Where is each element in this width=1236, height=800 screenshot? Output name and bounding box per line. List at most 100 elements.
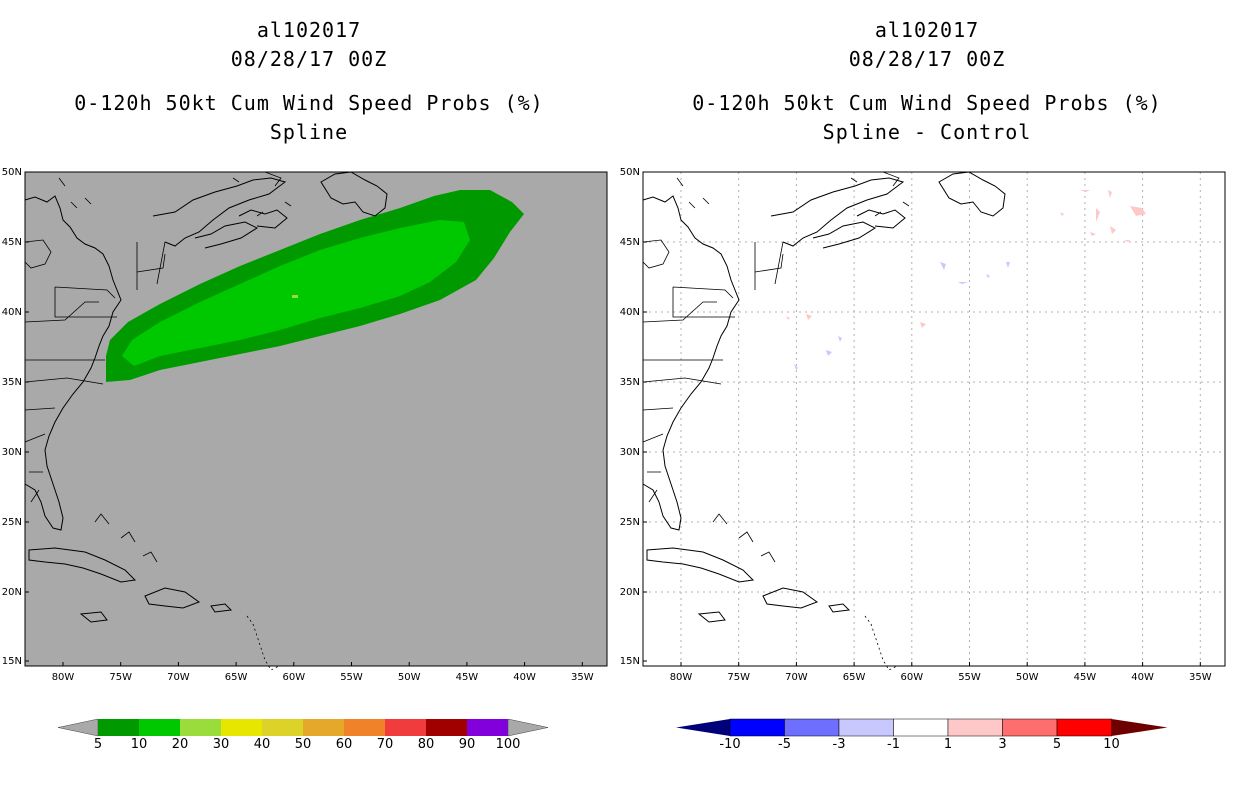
lat-label: 25N [620,517,640,528]
lon-label: 35W [571,672,594,683]
lat-label: 15N [620,656,640,667]
colorbar-swatch [385,719,426,736]
lat-label: 35N [2,377,22,388]
colorbar-swatch [893,718,949,737]
lat-label: 30N [620,447,640,458]
colorbar-swatch [344,719,385,736]
prob-swath-inner [122,220,470,366]
colorbar-swatch [1002,718,1058,737]
prob-swath-spot [292,295,298,298]
colorbar-label: 10 [131,737,148,752]
lat-label: 45N [2,237,22,248]
colorbar-label: 80 [418,737,435,752]
lon-label: 60W [900,672,923,683]
left-storm-id: al102017 [256,18,362,42]
diff-negative-blobs [794,262,1010,370]
colorbar-swatch [784,718,840,737]
left-map-frame [24,171,608,667]
colorbar-label: 90 [459,737,476,752]
left-lon-labels: 80W 75W 70W 65W 60W 55W 50W 45W 40W 35W [52,662,594,683]
colorbar-high-arrow [1111,719,1168,736]
lat-label: 20N [2,587,22,598]
lat-label: 15N [2,656,22,667]
lat-label: 30N [2,447,22,458]
lon-label: 55W [340,672,363,683]
colorbar-swatch [262,719,303,736]
right-map-background [643,172,1225,666]
lat-label: 20N [620,587,640,598]
colorbar-label: 5 [1053,737,1061,752]
lon-label: 80W [52,672,75,683]
right-storm-id: al102017 [874,18,980,42]
colorbar-swatch [139,719,180,736]
lon-label: 75W [109,672,132,683]
lat-label: 40N [620,307,640,318]
right-datetime: 08/28/17 00Z [848,47,1006,71]
diff-positive-blobs [786,190,1146,328]
colorbar-high-arrow [507,718,549,737]
colorbar-label: 70 [377,737,394,752]
colorbar-swatch [221,719,262,736]
colorbar-swatch [838,718,894,737]
colorbar-label: 3 [998,737,1006,752]
left-datetime: 08/28/17 00Z [230,47,388,71]
right-subtitle: Spline - Control [822,120,1032,144]
colorbar-low-arrow [676,719,730,736]
colorbar-label: 100 [496,737,521,752]
colorbar-label: 10 [1103,737,1120,752]
colorbar-swatch [426,719,467,736]
colorbar-swatch [1056,718,1112,737]
colorbar-label: 30 [213,737,230,752]
colorbar-swatch [729,718,785,737]
lon-label: 40W [513,672,536,683]
lon-label: 65W [225,672,248,683]
left-map: 50N 45N 40N 35N 30N 25N 20N 15N 80W 75W 70W 65W 60W… [2,167,608,683]
lat-label: 50N [2,167,22,178]
right-colorbar: -10 -5 -3 -1 1 3 5 10 [676,718,1168,752]
left-subtitle: Spline [269,120,349,144]
lat-label: 40N [2,307,22,318]
lon-label: 50W [1016,672,1039,683]
colorbar-label: -3 [833,737,846,752]
left-product-title: 0-120h 50kt Cum Wind Speed Probs (%) [74,91,544,115]
lon-label: 80W [670,672,693,683]
colorbar-label: 50 [295,737,312,752]
colorbar-swatch [98,719,139,736]
right-lon-labels: 80W 75W 70W 65W 60W 55W 50W 45W 40W 35W [670,662,1212,683]
left-colorbar: 5 10 20 30 40 50 60 70 80 90 100 [57,718,549,752]
colorbar-swatch [467,719,508,736]
colorbar-label: 5 [94,737,102,752]
lon-label: 60W [282,672,305,683]
colorbar-label: 60 [336,737,353,752]
colorbar-label: -5 [778,737,791,752]
left-lat-labels: 50N 45N 40N 35N 30N 25N 20N 15N [2,167,29,667]
colorbar-swatch [947,718,1003,737]
lon-label: 45W [1074,672,1097,683]
right-map-frame [642,171,1226,667]
lon-label: 35W [1189,672,1212,683]
colorbar-label: -1 [887,737,900,752]
lat-label: 50N [620,167,640,178]
right-product-title: 0-120h 50kt Cum Wind Speed Probs (%) [692,91,1162,115]
lat-label: 25N [2,517,22,528]
colorbar-label: 20 [172,737,189,752]
right-map: 50N 45N 40N 35N 30N 25N 20N 15N 80W 75W 70W 65W 60W… [620,167,1226,683]
colorbar-label: 1 [944,737,952,752]
lon-label: 45W [456,672,479,683]
colorbar-swatch [180,719,221,736]
lon-label: 70W [785,672,808,683]
colorbar-low-arrow [57,718,99,737]
colorbar-swatch [303,719,344,736]
lon-label: 75W [727,672,750,683]
lon-label: 65W [843,672,866,683]
lon-label: 70W [167,672,190,683]
colorbar-label: 40 [254,737,271,752]
lat-label: 35N [620,377,640,388]
right-lat-labels: 50N 45N 40N 35N 30N 25N 20N 15N [620,167,647,667]
lon-label: 40W [1131,672,1154,683]
lon-label: 50W [398,672,421,683]
right-gridlines [643,172,1225,666]
lat-label: 45N [620,237,640,248]
colorbar-label: -10 [719,737,740,752]
